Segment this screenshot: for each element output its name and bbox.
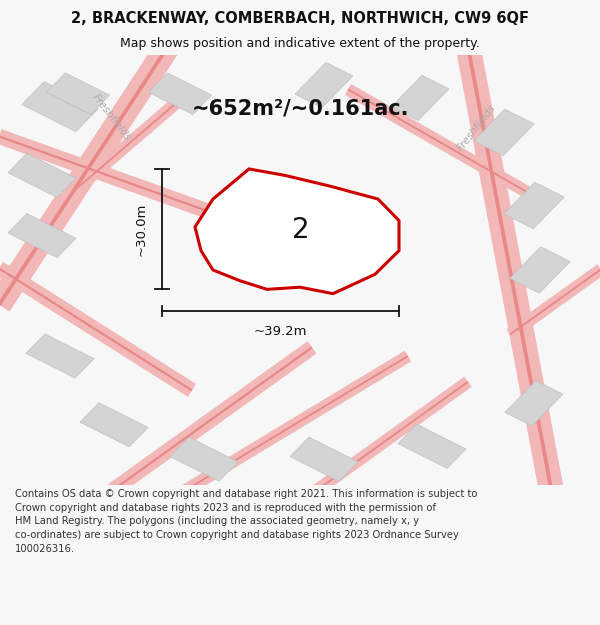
Text: 2: 2 <box>292 216 310 244</box>
Text: ~39.2m: ~39.2m <box>254 325 307 338</box>
Text: ~652m²/~0.161ac.: ~652m²/~0.161ac. <box>191 99 409 119</box>
Polygon shape <box>290 437 358 481</box>
Polygon shape <box>26 334 94 378</box>
Polygon shape <box>46 73 110 114</box>
Polygon shape <box>8 153 76 198</box>
Text: Map shows position and indicative extent of the property.: Map shows position and indicative extent… <box>120 36 480 49</box>
Polygon shape <box>170 437 238 481</box>
Polygon shape <box>504 182 564 229</box>
Text: Freshfields: Freshfields <box>456 102 498 153</box>
Polygon shape <box>295 62 353 107</box>
Polygon shape <box>148 73 212 114</box>
Polygon shape <box>195 169 399 294</box>
Polygon shape <box>505 381 563 426</box>
Polygon shape <box>80 402 148 447</box>
Text: ~30.0m: ~30.0m <box>134 202 148 256</box>
Polygon shape <box>474 109 534 156</box>
Text: Contains OS data © Crown copyright and database right 2021. This information is : Contains OS data © Crown copyright and d… <box>15 489 478 554</box>
Polygon shape <box>8 214 76 258</box>
Polygon shape <box>296 231 352 270</box>
Polygon shape <box>510 247 570 293</box>
Polygon shape <box>391 76 449 121</box>
Polygon shape <box>22 82 98 132</box>
Polygon shape <box>398 424 466 468</box>
Text: Freshfields: Freshfields <box>90 92 132 142</box>
Text: 2, BRACKENWAY, COMBERBACH, NORTHWICH, CW9 6QF: 2, BRACKENWAY, COMBERBACH, NORTHWICH, CW… <box>71 11 529 26</box>
